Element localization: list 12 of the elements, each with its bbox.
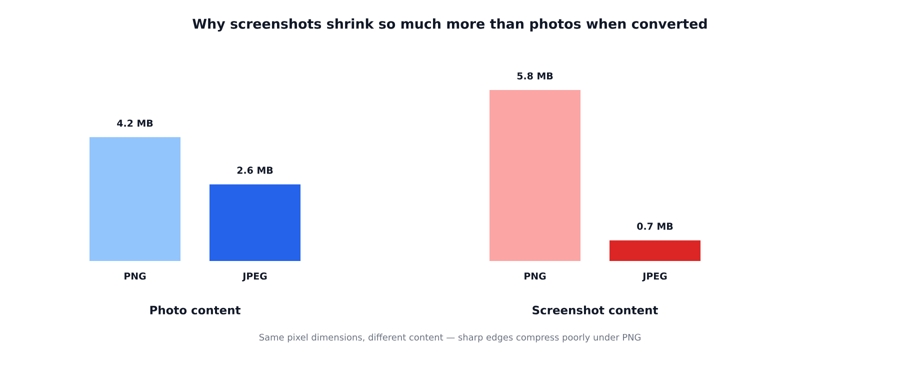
data-label: 5.8 MB bbox=[517, 72, 553, 80]
data-label: 4.2 MB bbox=[117, 120, 153, 127]
text: Screenshot content bbox=[532, 306, 658, 314]
data-label: 0.7 MB bbox=[637, 222, 673, 230]
data-label: 2.6 MB bbox=[237, 166, 273, 174]
x-tick-label: JPEG bbox=[642, 272, 667, 282]
chart-title: Why screenshots shrink so much more than photos when converted bbox=[192, 18, 707, 32]
text: Photo content bbox=[150, 306, 240, 314]
x-tick-label: PNG bbox=[124, 272, 146, 280]
text: Same pixel dimensions, different content — sharp edges compress poorly under PNG bbox=[259, 334, 640, 342]
x-tick-label: PNG bbox=[524, 272, 546, 280]
x-tick-label: JPEG bbox=[242, 272, 267, 282]
